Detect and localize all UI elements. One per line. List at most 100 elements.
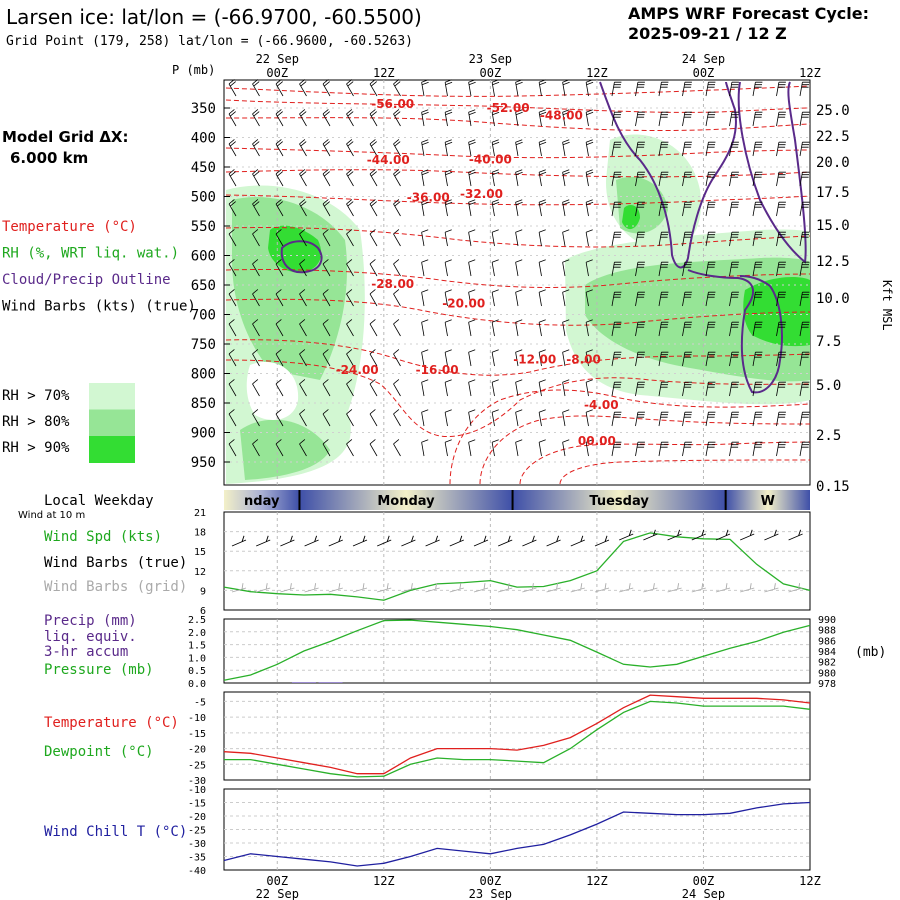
wind-barb <box>538 109 547 127</box>
wind-barb <box>658 111 669 127</box>
wind-barb <box>252 229 260 247</box>
wind-barb <box>444 79 453 97</box>
wind-barb-true <box>231 535 247 547</box>
wind-barb <box>252 139 260 157</box>
wind-barb <box>658 381 669 397</box>
wind-barb <box>585 259 593 277</box>
top-date-label: 22 Sep <box>256 52 299 66</box>
pressure-tick-label: 700 <box>191 308 216 324</box>
panel-label: liq. equiv. <box>44 629 137 645</box>
temperature-contour <box>225 117 811 132</box>
wind-barb <box>468 109 476 127</box>
wind-barb <box>752 381 763 397</box>
wind-barb <box>538 379 546 397</box>
wind-barb <box>729 441 739 457</box>
wind-barb <box>776 411 786 427</box>
wind-barb <box>635 321 645 337</box>
wind-barb <box>635 351 645 367</box>
panel-y-tick-label: 15 <box>194 547 206 558</box>
wind-barb <box>562 409 570 427</box>
wind-barb <box>468 289 476 307</box>
wind-barb-true <box>764 529 779 541</box>
panel-y-tick-label: 1.0 <box>188 653 206 664</box>
wind-barb <box>393 139 401 157</box>
wind-barb <box>491 109 500 127</box>
height-tick-label: 15.0 <box>816 218 850 234</box>
wind-barb <box>585 79 594 97</box>
temperature-contour <box>225 147 811 159</box>
wind-barb <box>444 139 453 157</box>
wind-barb <box>252 409 260 427</box>
wind-barb <box>468 229 476 247</box>
wind-barb <box>585 409 593 427</box>
wind-barb <box>635 381 645 397</box>
panel-y-tick-label: 2.5 <box>188 615 206 626</box>
series-line <box>223 619 811 681</box>
wind-barb <box>562 319 570 337</box>
wind-barb <box>538 439 546 457</box>
panel-y2-tick-label: 986 <box>818 636 836 647</box>
pressure-tick-label: 600 <box>191 249 216 265</box>
wind-barb <box>369 349 378 367</box>
wind-barb <box>252 379 260 397</box>
rh-region <box>743 277 810 347</box>
wind-barb <box>658 441 669 457</box>
wind-barb <box>776 231 786 247</box>
wind-barb <box>322 379 331 397</box>
wind-barb <box>275 79 284 97</box>
wind-barb <box>444 289 452 307</box>
wind-barb <box>611 231 622 247</box>
wind-barb <box>562 79 570 97</box>
wind-barb <box>776 351 786 367</box>
temperature-contour-label: -36.00 <box>407 191 450 205</box>
wind-barb <box>729 381 739 397</box>
wind-barb <box>346 109 354 127</box>
series-line <box>223 532 811 601</box>
temperature-contour-label: -44.00 <box>367 153 410 167</box>
wind-barb <box>275 229 284 247</box>
wind-barb <box>562 379 570 397</box>
wind-barb <box>369 79 378 97</box>
wind-barb <box>729 231 739 247</box>
panel-y2-tick-label: 988 <box>818 626 836 637</box>
pressure-tick-label: 400 <box>191 131 216 147</box>
wind-barb <box>468 409 476 427</box>
wind-barb <box>369 259 378 277</box>
wind-barb <box>444 169 453 187</box>
weekday-segment <box>512 490 726 510</box>
wind-barb-true <box>522 535 537 547</box>
temperature-contour-label: -4.00 <box>584 398 619 412</box>
wind-barb <box>752 351 763 367</box>
panel-y-tick-label: -10 <box>188 785 206 796</box>
wind-barb <box>346 409 354 427</box>
wind-barb-grid <box>401 583 416 593</box>
panel-label: Precip (mm) <box>44 613 137 629</box>
temperature-contour <box>225 359 811 438</box>
wind-barb <box>228 289 237 307</box>
wind-barb-true <box>425 535 440 547</box>
wind-barb <box>299 349 307 367</box>
wind-barb <box>228 169 237 187</box>
wind-barb <box>491 289 499 307</box>
height-tick-label: 2.5 <box>816 428 841 444</box>
top-date-label: 23 Sep <box>469 52 512 66</box>
wind-barb-true <box>691 529 706 541</box>
wind-barb <box>611 411 622 427</box>
wind-barb <box>228 229 237 247</box>
weekday-subcaption: Wind at 10 m <box>18 510 85 521</box>
wind-barb <box>585 109 594 127</box>
wind-barb <box>369 289 378 307</box>
wind-barb-grid <box>304 583 319 593</box>
temperature-contour-label: -20.00 <box>442 296 485 310</box>
wind-barb <box>752 81 763 97</box>
rh-region <box>622 205 640 230</box>
wind-barb <box>346 139 354 157</box>
panel-y-tick-label: -25 <box>188 826 206 837</box>
wind-barb <box>275 439 284 457</box>
wind-barb-true <box>594 535 610 547</box>
panel-label: Temperature (°C) <box>44 715 179 731</box>
wind-barb <box>562 289 570 307</box>
wind-barb <box>252 349 260 367</box>
series-line <box>223 801 811 867</box>
top-time-tick-label: 12Z <box>373 66 395 80</box>
